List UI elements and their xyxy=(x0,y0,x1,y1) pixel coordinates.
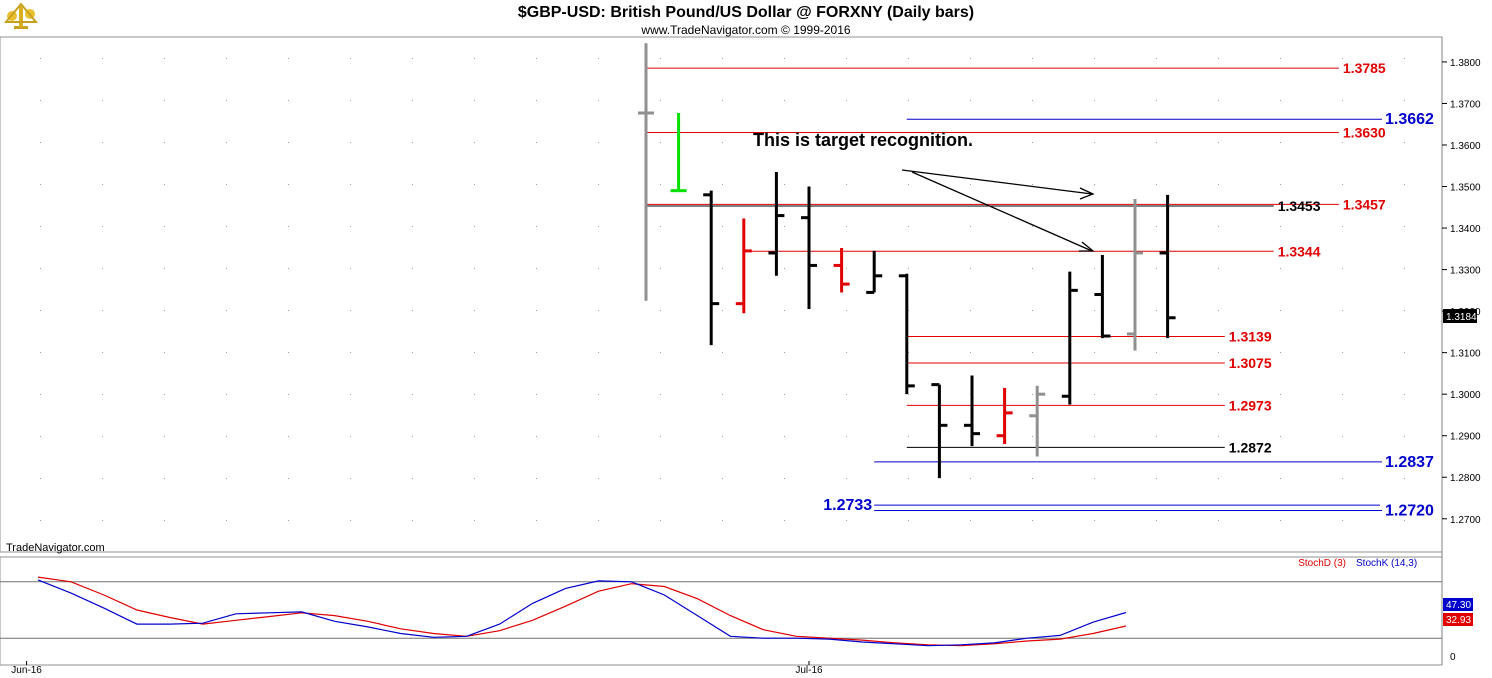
stoch-zero-label: 0 xyxy=(1450,652,1456,663)
y-tick-label: 1.3300 xyxy=(1450,266,1481,277)
level-label: 1.3139 xyxy=(1229,328,1272,344)
stoch-k-marker xyxy=(1443,598,1473,611)
level-label: 1.3457 xyxy=(1343,196,1386,212)
level-label: 1.2837 xyxy=(1385,454,1434,471)
ohlc-bar xyxy=(801,186,817,310)
level-label: 1.3785 xyxy=(1343,60,1386,76)
level-label: 1.2720 xyxy=(1385,502,1434,519)
y-tick-label: 1.2700 xyxy=(1450,515,1481,526)
y-tick-label: 1.2900 xyxy=(1450,432,1481,443)
y-tick-label: 1.3100 xyxy=(1450,349,1481,360)
last-price-label: 1.3184 xyxy=(1446,312,1477,323)
chart-title: $GBP-USD: British Pound/US Dollar @ FORX… xyxy=(518,4,974,21)
level-label: 1.3453 xyxy=(1278,198,1321,214)
ohlc-bar xyxy=(866,250,883,294)
stoch-d-legend: StochD (3) xyxy=(1298,558,1346,569)
ohlc-bar xyxy=(964,375,980,447)
ohlc-bar xyxy=(1094,255,1111,339)
annotation-arrows xyxy=(901,169,1095,252)
stochastic-lines xyxy=(0,576,1442,647)
level-label: 1.2733 xyxy=(823,497,872,514)
stoch-k-value: 47.30 xyxy=(1446,600,1471,611)
ohlc-bar xyxy=(996,387,1013,445)
ohlc-bar xyxy=(1061,271,1078,405)
price-axis: 1.38001.37001.36001.35001.34001.33001.32… xyxy=(1442,58,1481,526)
grid-dots xyxy=(40,58,1405,521)
ohlc-bar xyxy=(670,113,687,193)
y-tick-label: 1.2800 xyxy=(1450,473,1481,484)
tradenavigator-logo-icon xyxy=(3,2,39,29)
level-label: 1.3630 xyxy=(1343,125,1386,141)
ohlc-bars xyxy=(638,43,1176,479)
ohlc-bar xyxy=(1029,385,1046,457)
ohlc-bar xyxy=(898,273,915,395)
stoch-d-value: 32.93 xyxy=(1446,615,1471,626)
level-label: 1.3344 xyxy=(1278,243,1321,259)
ohlc-bar xyxy=(833,247,850,293)
level-label: 1.3075 xyxy=(1229,355,1272,371)
watermark-text: TradeNavigator.com xyxy=(6,542,105,554)
y-tick-label: 1.3000 xyxy=(1450,390,1481,401)
copyright-text: www.TradeNavigator.com © 1999-2016 xyxy=(640,23,850,37)
y-tick-label: 1.3700 xyxy=(1450,99,1481,110)
stoch-d-marker xyxy=(1443,613,1473,626)
ohlc-bar xyxy=(735,218,752,314)
last-price-marker xyxy=(1443,309,1477,323)
x-tick-label: Jul-16 xyxy=(795,665,823,676)
y-tick-label: 1.3800 xyxy=(1450,58,1481,69)
y-tick-label: 1.3600 xyxy=(1450,141,1481,152)
y-tick-label: 1.3400 xyxy=(1450,224,1481,235)
level-label: 1.2872 xyxy=(1229,439,1272,455)
stoch-k-line xyxy=(37,579,1127,647)
ohlc-bar xyxy=(638,43,654,301)
ohlc-bar xyxy=(703,190,720,346)
level-label: 1.3662 xyxy=(1385,111,1434,128)
ohlc-bar xyxy=(768,171,785,276)
ohlc-bar xyxy=(931,383,948,479)
level-label: 1.2973 xyxy=(1229,397,1272,413)
ohlc-bar xyxy=(1159,194,1176,339)
x-tick-label: Jun-16 xyxy=(11,665,42,676)
annotation-text: This is target recognition. xyxy=(753,130,973,150)
ohlc-bar xyxy=(1127,198,1143,351)
price-panel xyxy=(0,36,1443,553)
date-axis: Jun-16 Jul-16 xyxy=(11,661,823,676)
stoch-k-legend: StochK (14,3) xyxy=(1356,558,1417,569)
y-tick-label: 1.3500 xyxy=(1450,183,1481,194)
